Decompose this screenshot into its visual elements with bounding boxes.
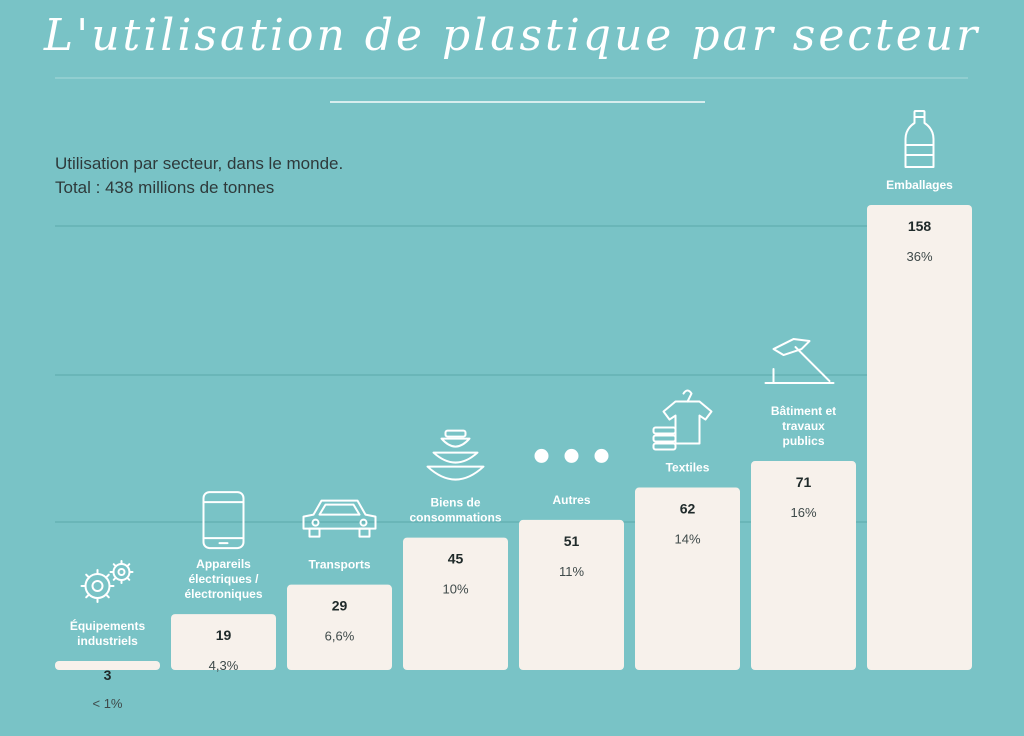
dots-icon [534, 448, 609, 463]
bar [635, 487, 740, 670]
bar [171, 614, 276, 670]
category-label: Autres [552, 493, 590, 507]
category-label: publics [782, 434, 824, 448]
value-label: 29 [332, 598, 348, 614]
category-label: électroniques [184, 587, 262, 601]
category-label: Biens de [430, 496, 480, 510]
category-label: travaux [782, 419, 825, 433]
bar [55, 661, 160, 670]
percent-label: 10% [442, 582, 468, 597]
value-label: 51 [564, 533, 580, 549]
percent-label: 6,6% [325, 629, 355, 644]
percent-label: < 1% [93, 696, 123, 711]
percent-label: 16% [790, 505, 816, 520]
subtitle-block: Utilisation par secteur, dans le monde. … [55, 152, 343, 200]
category-label: électriques / [188, 572, 259, 586]
value-label: 45 [448, 551, 464, 567]
value-label: 71 [796, 474, 812, 490]
percent-label: 11% [559, 564, 584, 579]
category-label: Équipements [70, 618, 146, 633]
category-label: Emballages [886, 178, 953, 192]
bar-group: 51 11% Autres [519, 448, 624, 670]
clothes-icon [652, 389, 713, 451]
category-label: Appareils [196, 557, 251, 571]
bar-group: 62 14% Textiles [635, 389, 740, 670]
bowls-icon [426, 429, 485, 481]
bar [519, 519, 624, 670]
bar-group: 158 36% Emballages [867, 110, 972, 670]
smartphone-icon [202, 491, 245, 550]
car-icon [302, 499, 377, 538]
value-label: 3 [104, 667, 112, 683]
value-label: 19 [216, 627, 232, 643]
bar [403, 537, 508, 670]
bar [287, 584, 392, 670]
category-label: industriels [77, 634, 138, 648]
category-label: Textiles [666, 461, 710, 475]
total-label: Total : 438 millions de tonnes [55, 178, 275, 197]
bar [867, 205, 972, 670]
bottle-icon [904, 110, 935, 168]
percent-label: 4,3% [209, 658, 239, 673]
value-label: 158 [908, 218, 932, 234]
value-label: 62 [680, 501, 696, 517]
category-label: Transports [308, 558, 370, 572]
bar [751, 461, 856, 670]
percent-label: 14% [674, 532, 700, 547]
gears-icon [80, 560, 134, 603]
page-title: L'utilisation de plastique par secteur [43, 10, 981, 61]
bar-group: 29 6,6% Transports [287, 499, 392, 670]
percent-label: 36% [906, 249, 932, 264]
category-label: consommations [409, 511, 501, 525]
subtitle: Utilisation par secteur, dans le monde. [55, 154, 344, 173]
hammer-icon [764, 338, 835, 385]
category-label: Bâtiment et [771, 404, 836, 418]
